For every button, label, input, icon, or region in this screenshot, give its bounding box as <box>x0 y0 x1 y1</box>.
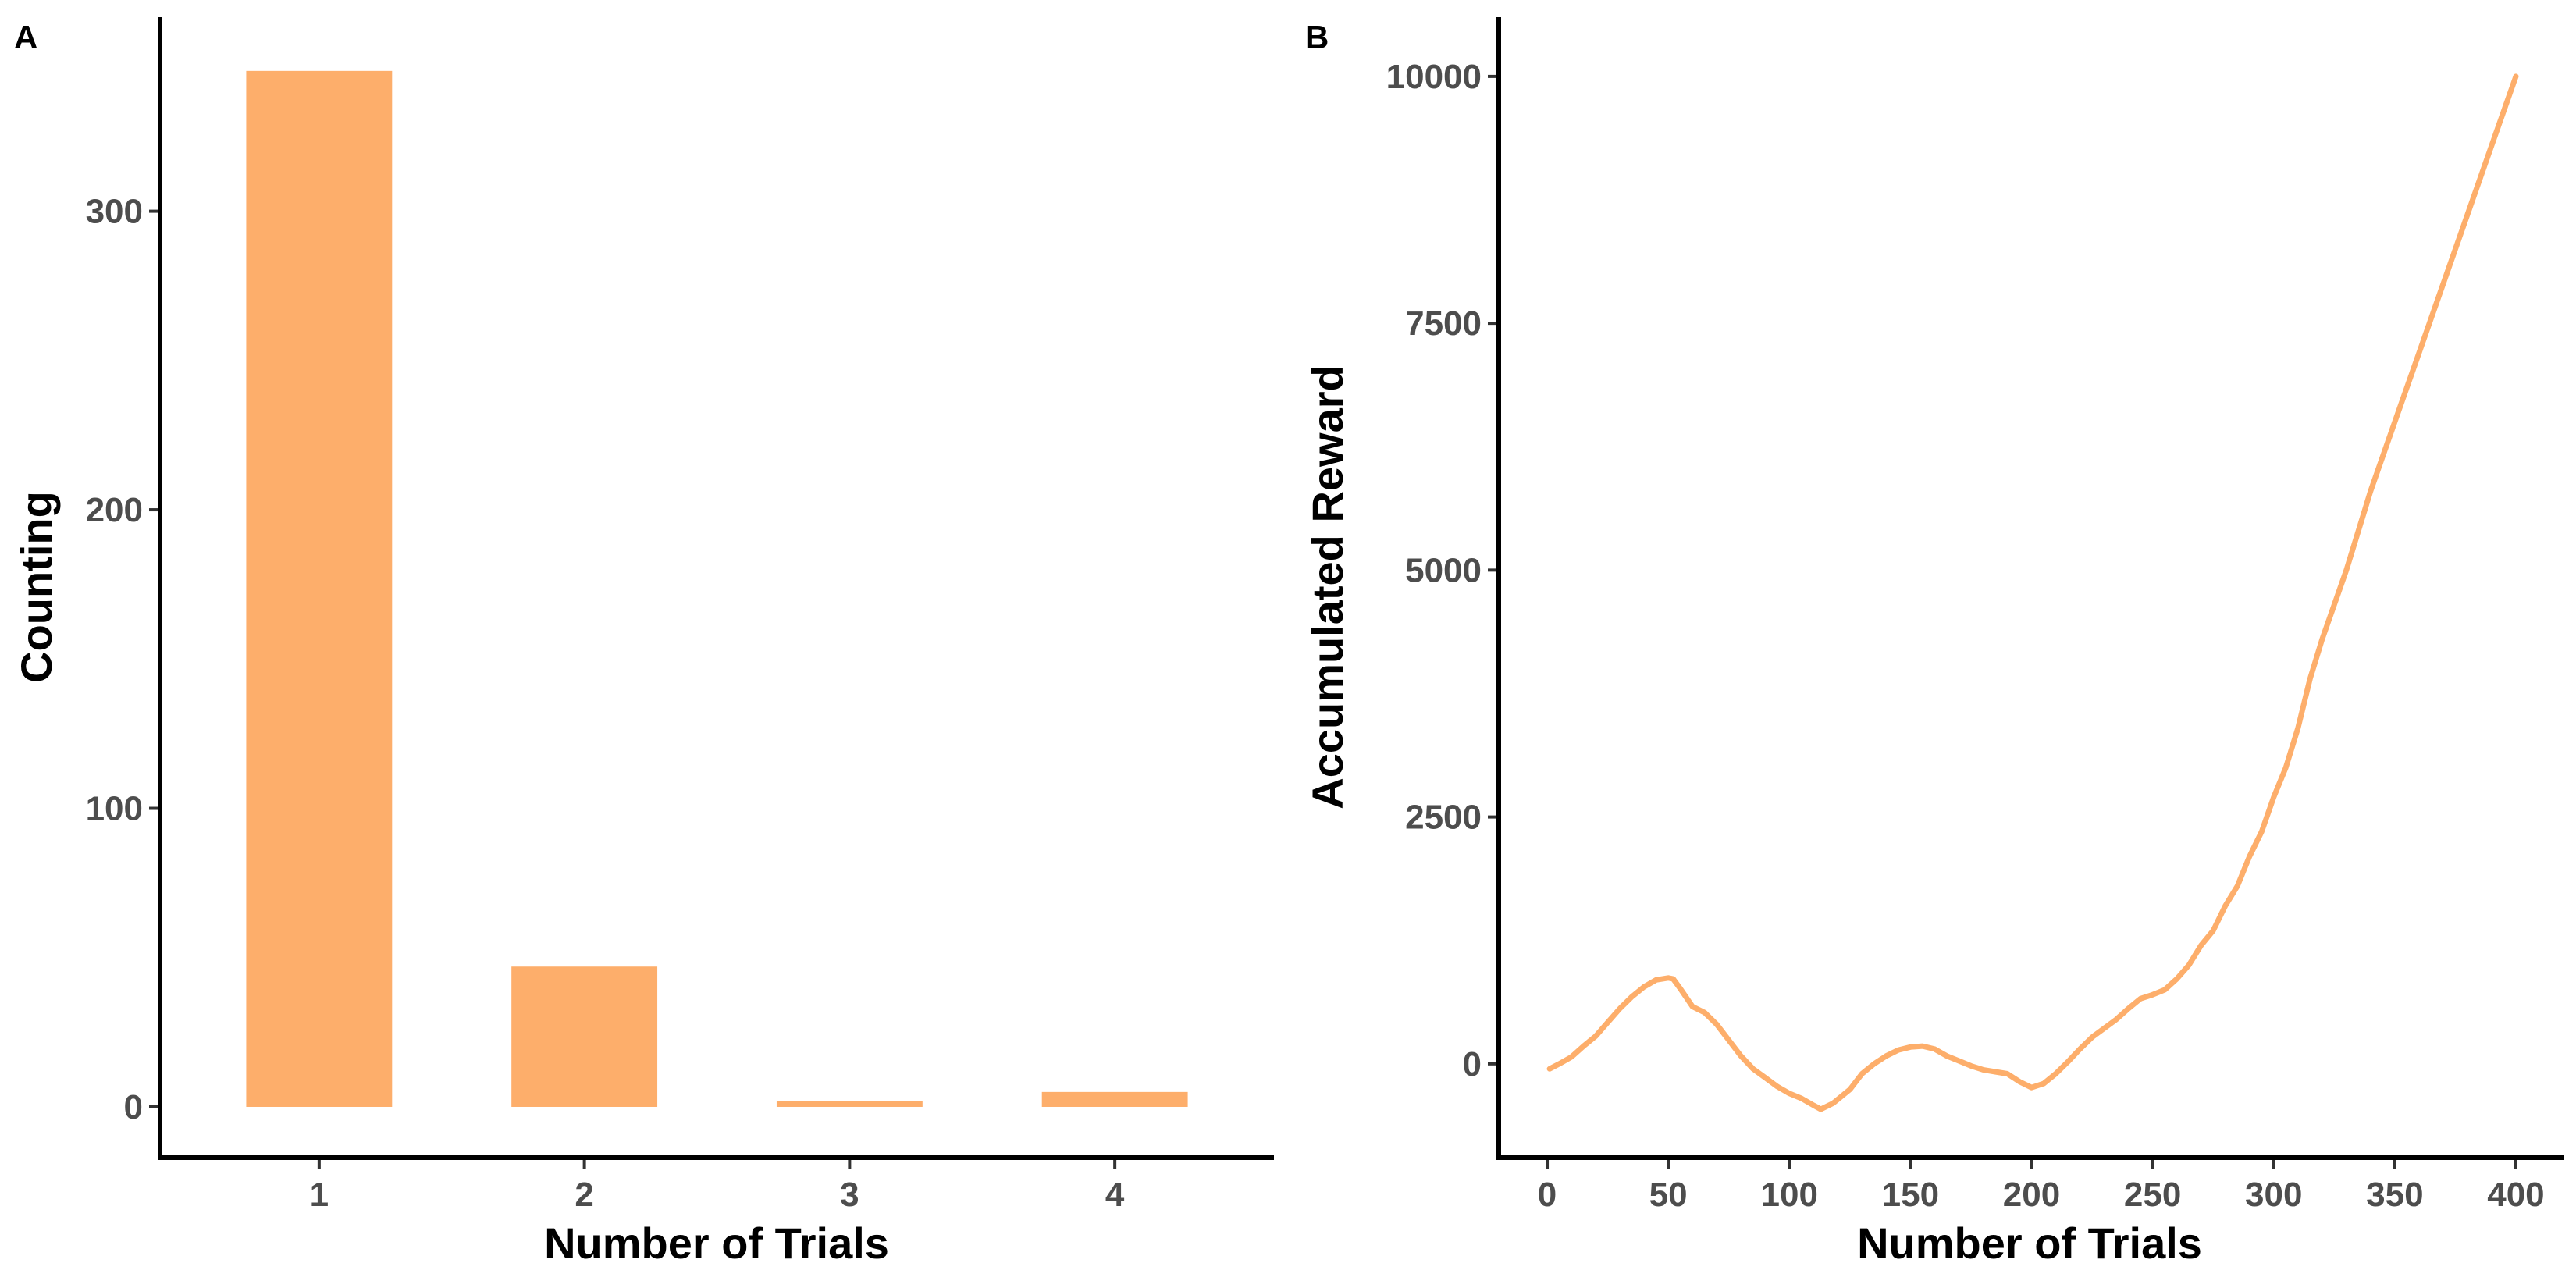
panel-a-y-ticks: 0 100 200 300 <box>86 193 160 1126</box>
panel-a-bars <box>246 70 1188 1107</box>
panel-b-y-ticks: 0 2500 5000 7500 10000 <box>1386 58 1499 1083</box>
y-tick-label: 7500 <box>1405 304 1482 343</box>
x-tick-label: 300 <box>2245 1176 2302 1214</box>
x-tick-label: 1 <box>310 1176 329 1214</box>
panel-b-label: B <box>1305 19 1329 55</box>
panel-a: A 0 100 200 300 1 2 3 4 Number of Trials Count… <box>12 17 1274 1268</box>
panel-b-y-axis-title: Accumulated Reward <box>1303 365 1352 809</box>
x-tick-label: 0 <box>1538 1176 1557 1214</box>
panel-a-x-axis-title: Number of Trials <box>544 1219 889 1268</box>
x-tick-label: 100 <box>1761 1176 1818 1214</box>
x-tick-label: 2 <box>575 1176 593 1214</box>
panel-b-x-axis-title: Number of Trials <box>1857 1219 2202 1268</box>
panel-b: B 0 2500 5000 7500 10000 0 50 100 150 200 250 300 3… <box>1303 17 2564 1268</box>
x-tick-label: 250 <box>2124 1176 2181 1214</box>
panel-b-reward-line <box>1546 73 2519 1112</box>
panel-a-x-ticks: 1 2 3 4 <box>310 1158 1125 1214</box>
x-tick-label: 3 <box>840 1176 859 1214</box>
bar-3 <box>776 1101 923 1107</box>
panel-b-x-ticks: 0 50 100 150 200 250 300 350 400 <box>1538 1158 2545 1214</box>
y-tick-label: 100 <box>86 790 143 828</box>
bar-4 <box>1041 1091 1188 1107</box>
x-tick-label: 400 <box>2487 1176 2544 1214</box>
y-tick-label: 0 <box>1463 1045 1482 1083</box>
panel-a-y-axis-title: Counting <box>12 491 61 683</box>
y-tick-label: 300 <box>86 193 143 231</box>
y-tick-label: 2500 <box>1405 799 1482 837</box>
bar-2 <box>511 966 658 1107</box>
x-tick-label: 4 <box>1105 1176 1125 1214</box>
x-tick-label: 150 <box>1882 1176 1939 1214</box>
y-tick-label: 10000 <box>1386 58 1482 96</box>
y-tick-label: 0 <box>124 1088 143 1126</box>
panel-a-label: A <box>14 19 37 55</box>
y-tick-label: 5000 <box>1405 551 1482 589</box>
y-tick-label: 200 <box>86 491 143 529</box>
x-tick-label: 50 <box>1649 1176 1688 1214</box>
x-tick-label: 200 <box>2003 1176 2060 1214</box>
bar-1 <box>246 70 393 1107</box>
x-tick-label: 350 <box>2366 1176 2423 1214</box>
